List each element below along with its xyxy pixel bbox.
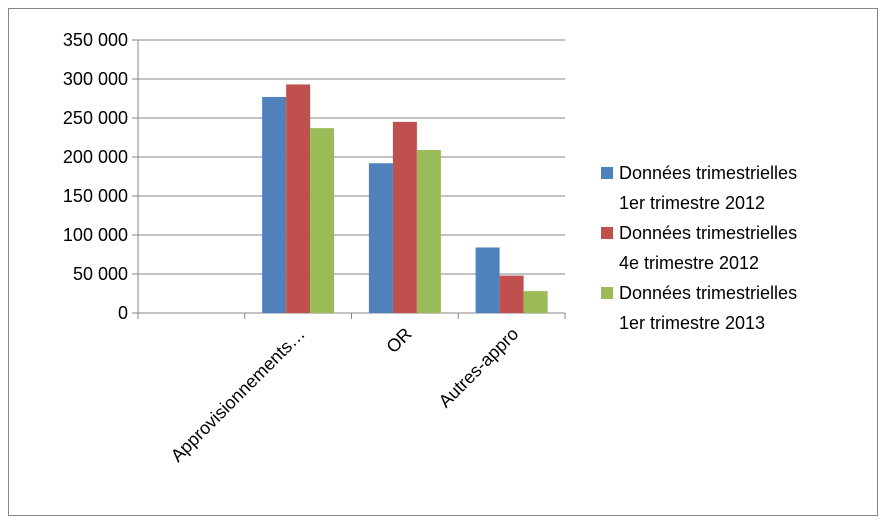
x-tick-label: Autres-appro	[435, 324, 523, 412]
legend: Données trimestrielles 1er trimestre 2012…	[601, 163, 797, 333]
bar	[286, 84, 311, 314]
legend-swatch	[601, 287, 613, 299]
y-tick-label: 350 000	[63, 30, 128, 50]
legend-swatch	[601, 167, 613, 179]
bar	[523, 291, 548, 313]
y-tick-label: 300 000	[63, 69, 128, 89]
bar	[475, 247, 500, 313]
y-tick-labels: 0 50 000 100 000 150 000 200 000 250 000 300 0…	[63, 30, 128, 323]
y-tick-label: 200 000	[63, 147, 128, 167]
chart-frame: 0 50 000 100 000 150 000 200 000 250 000 300 0…	[8, 8, 878, 516]
bar	[368, 163, 393, 313]
x-tick-labels: Approvisionnements… OR Autres-appro	[167, 324, 523, 466]
y-tick-label: 0	[118, 303, 128, 323]
legend-label: Données trimestrielles	[619, 283, 797, 303]
legend-label: 1er trimestre 2012	[619, 193, 765, 213]
bar	[262, 96, 287, 313]
y-tick-label: 100 000	[63, 225, 128, 245]
legend-label: 4e trimestre 2012	[619, 253, 759, 273]
legend-swatch	[601, 227, 613, 239]
gridlines	[138, 39, 565, 275]
y-tick-label: 150 000	[63, 186, 128, 206]
bar	[310, 128, 335, 313]
legend-label: 1er trimestre 2013	[619, 313, 765, 333]
legend-label: Données trimestrielles	[619, 223, 797, 243]
y-tick-label: 250 000	[63, 108, 128, 128]
bar	[499, 275, 524, 313]
bar	[416, 149, 441, 313]
x-tick-label: OR	[382, 324, 415, 357]
y-tick-label: 50 000	[73, 264, 128, 284]
bar-chart: 0 50 000 100 000 150 000 200 000 250 000 300 0…	[63, 30, 797, 466]
legend-label: Données trimestrielles	[619, 163, 797, 183]
bars	[262, 84, 548, 314]
x-tick-label: Approvisionnements…	[167, 324, 309, 466]
bar	[392, 121, 417, 314]
